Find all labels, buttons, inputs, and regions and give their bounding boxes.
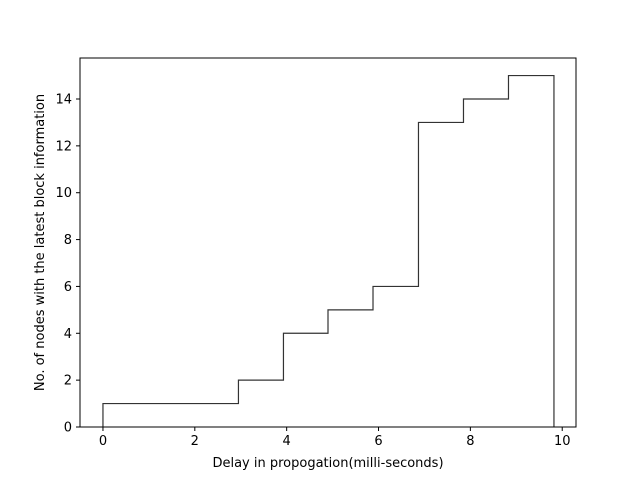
axes-frame (79, 57, 577, 428)
y-tick-label: 12 (55, 139, 72, 154)
x-tick-label: 6 (374, 434, 382, 449)
y-tick-label: 6 (64, 280, 72, 295)
x-tick-label: 10 (554, 434, 571, 449)
x-tick-label: 8 (466, 434, 474, 449)
y-tick-label: 8 (64, 233, 72, 248)
y-tick-label: 10 (55, 186, 72, 201)
y-axis-label: No. of nodes with the latest block infor… (33, 94, 48, 391)
y-tick-label: 14 (55, 93, 72, 108)
ticks-layer: 0 2 4 6 8 10 0 2 4 6 8 10 12 14 (55, 93, 570, 450)
x-tick-label: 0 (99, 434, 107, 449)
y-tick-label: 2 (64, 374, 72, 389)
y-tick-label: 0 (64, 421, 72, 436)
y-tick-label: 4 (64, 327, 72, 342)
x-tick-label: 4 (283, 434, 291, 449)
plot-area (80, 58, 576, 427)
step-series (102, 74, 555, 427)
x-tick-label: 2 (191, 434, 199, 449)
x-axis-label: Delay in propogation(milli-seconds) (212, 456, 443, 471)
